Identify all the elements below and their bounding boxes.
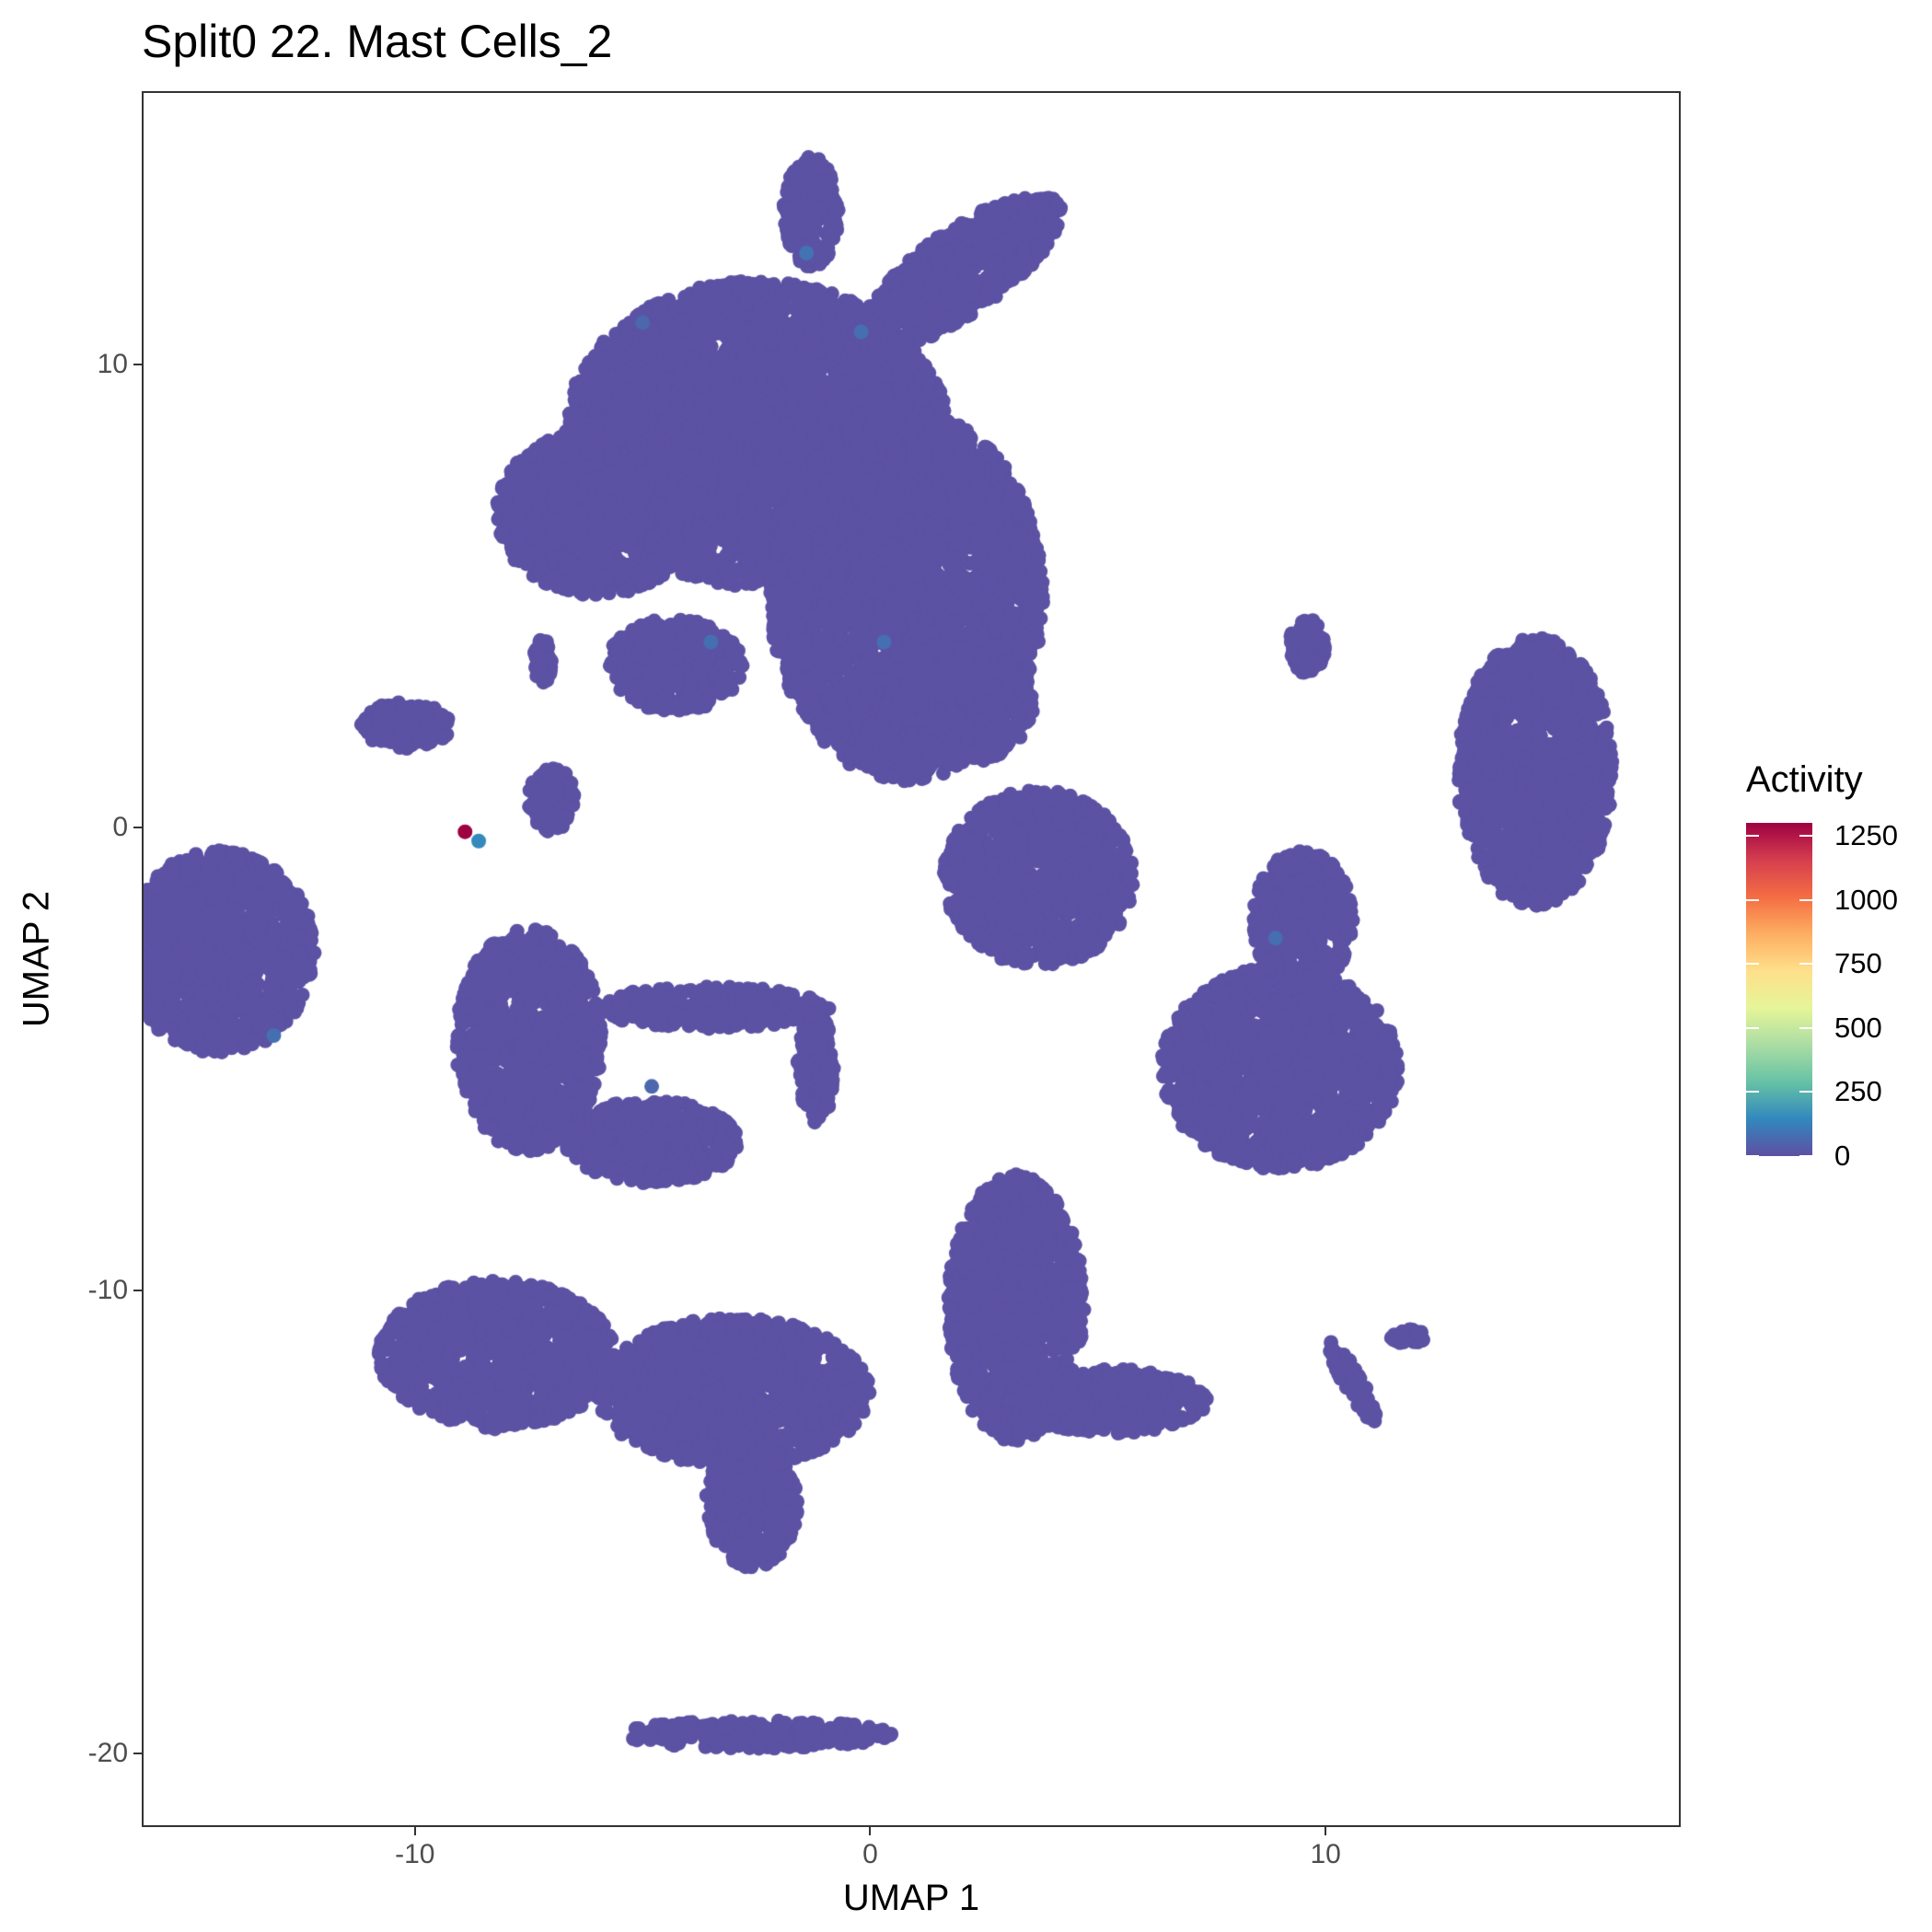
legend-tick-mark bbox=[1799, 1155, 1812, 1157]
chart-title: Split0 22. Mast Cells_2 bbox=[142, 16, 613, 67]
legend-tick-label: 250 bbox=[1834, 1075, 1882, 1108]
y-tick-mark bbox=[133, 1289, 142, 1291]
plot-panel bbox=[142, 91, 1681, 1827]
legend-tick-label: 1250 bbox=[1834, 818, 1898, 851]
scatter-points bbox=[144, 93, 1679, 1825]
y-axis-label: UMAP 2 bbox=[16, 890, 57, 1028]
x-tick-mark bbox=[413, 1827, 416, 1835]
legend-colorbar bbox=[1746, 823, 1812, 1156]
x-tick-label: 10 bbox=[1310, 1839, 1341, 1869]
legend-tick-label: 1000 bbox=[1834, 883, 1898, 916]
y-tick-mark bbox=[133, 363, 142, 365]
legend-tick-label: 500 bbox=[1834, 1011, 1882, 1044]
x-tick-label: 0 bbox=[862, 1839, 878, 1869]
x-tick-mark bbox=[1325, 1827, 1327, 1835]
y-tick-mark bbox=[133, 826, 142, 828]
legend-tick-mark bbox=[1746, 834, 1759, 837]
y-tick-label: -20 bbox=[87, 1737, 128, 1768]
legend-title: Activity bbox=[1746, 759, 1863, 800]
legend-tick-mark bbox=[1746, 1091, 1759, 1093]
legend-tick-mark bbox=[1746, 1155, 1759, 1157]
y-tick-label: 10 bbox=[97, 348, 128, 379]
legend-tick-mark bbox=[1746, 898, 1759, 901]
legend-tick-mark bbox=[1799, 963, 1812, 966]
legend-tick-mark bbox=[1799, 1091, 1812, 1093]
x-tick-label: -10 bbox=[395, 1839, 435, 1869]
legend-tick-label: 750 bbox=[1834, 947, 1882, 980]
y-tick-label: 0 bbox=[112, 811, 128, 842]
legend-tick-mark bbox=[1746, 963, 1759, 966]
legend-tick-mark bbox=[1746, 1026, 1759, 1029]
y-tick-mark bbox=[133, 1752, 142, 1754]
legend-tick-mark bbox=[1799, 1026, 1812, 1029]
x-axis-label: UMAP 1 bbox=[842, 1878, 980, 1918]
x-tick-mark bbox=[869, 1827, 872, 1835]
legend-tick-mark bbox=[1799, 898, 1812, 901]
y-tick-label: -10 bbox=[87, 1274, 128, 1305]
legend-tick-mark bbox=[1799, 834, 1812, 837]
legend-tick-label: 0 bbox=[1834, 1140, 1851, 1172]
